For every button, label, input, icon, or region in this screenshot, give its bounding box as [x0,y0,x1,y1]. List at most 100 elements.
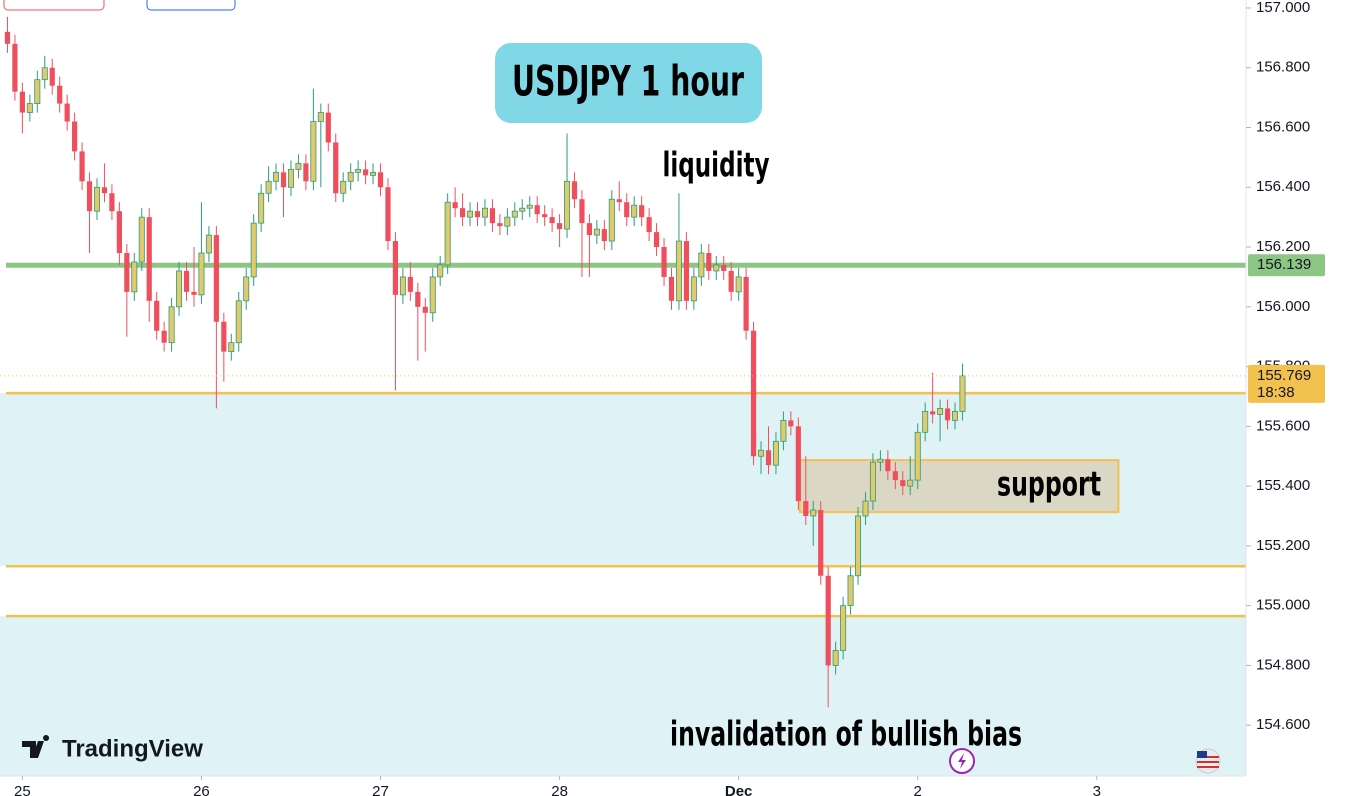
candle-body [825,575,831,666]
candle-body [34,79,41,104]
candle-body [586,223,593,236]
candle-body [19,91,25,113]
candle-body [601,229,607,242]
candle-body [818,510,824,576]
level-price-tag [1248,254,1325,277]
candle-body [265,180,272,194]
candle-body [661,247,667,277]
candle-body [116,211,122,254]
x-tick-label: 28 [551,783,568,796]
candle-body [235,300,242,344]
candle-body [377,172,384,188]
candle-body [750,330,757,457]
candle-body [534,205,540,215]
y-tick-label: 155.000 [1256,597,1310,614]
candle-body [743,276,749,331]
candle-body [168,306,175,344]
flag-canton [1197,751,1207,758]
candle-body [877,458,884,463]
candle-body [437,264,444,278]
candle-body [616,199,622,203]
candle-body [347,171,354,182]
candle-body [399,276,406,296]
candle-body [146,217,152,301]
y-tick-label: 156.200 [1256,238,1310,255]
y-tick-label: 155.200 [1256,537,1310,554]
candle-body [579,199,585,224]
level-price-label: 156.139 [1257,256,1311,273]
candle-body [474,211,481,218]
candle-body [653,232,660,248]
candle-body [713,264,720,272]
y-tick-label: 156.600 [1256,118,1310,135]
brand-logo: TradingView [22,735,203,762]
candle-body [109,193,115,212]
candle-body [795,426,801,502]
annotation: invalidation of bullish bias [670,715,1022,755]
candle-body [840,605,847,651]
chart-title: USDJPY 1 hour [512,57,744,106]
candle-body [459,208,466,218]
candle-body [41,67,48,81]
candle-body [325,112,331,143]
candle-body [698,252,705,278]
candle-body [526,204,533,209]
candle-body [385,187,391,242]
candle-body [392,241,399,295]
candle-body [101,187,108,194]
y-tick-label: 156.400 [1256,178,1310,195]
candle-body [258,192,265,224]
candle-body [26,103,33,113]
candle-body [922,411,929,433]
candle-body [213,235,219,322]
candle-body [907,479,914,487]
candle-body [944,408,951,421]
countdown: 18:38 [1257,384,1295,401]
candle-body [593,228,600,236]
logo-icon [22,735,50,758]
candle-body [86,181,93,212]
plot-area [0,16,1246,776]
y-tick-label: 157.000 [1256,0,1310,16]
candle-body [340,180,347,194]
candle-body [571,181,578,200]
candle-body [303,163,309,182]
candle-body [519,207,526,212]
candle-body [564,180,571,230]
x-tick-label: 25 [14,783,31,796]
candle-body [690,276,697,302]
toolbar-button[interactable] [3,0,105,11]
candle-body [64,103,70,122]
candle-body [556,223,563,230]
support-box [798,459,1120,514]
current-price-label: 155.769 [1257,367,1311,384]
y-tick-label: 155.400 [1256,477,1310,494]
candle-body [788,420,794,427]
candle-body [4,31,11,44]
candle-body [138,216,145,263]
candle-body [721,264,727,271]
candle-body [221,321,227,352]
candle-body [900,480,906,487]
candle-body [370,171,377,176]
candle-body [735,276,742,293]
x-tick-label: 26 [193,783,210,796]
candle-body [959,375,966,412]
x-tick-label: 3 [1093,783,1101,796]
candle-body [639,205,645,218]
candle-body [780,419,787,442]
candle-body [422,306,428,313]
candle-body [668,276,675,301]
candle-body [481,207,488,218]
candle-body [832,650,839,666]
candle-body [317,112,324,122]
candle-body [72,121,78,152]
toolbar-button[interactable] [146,0,236,11]
candle-body [191,291,197,295]
candle-body [362,169,369,176]
candle-body [429,276,436,314]
y-tick-label: 154.600 [1256,716,1310,733]
candle-body [131,261,138,293]
candle-body [892,471,898,481]
